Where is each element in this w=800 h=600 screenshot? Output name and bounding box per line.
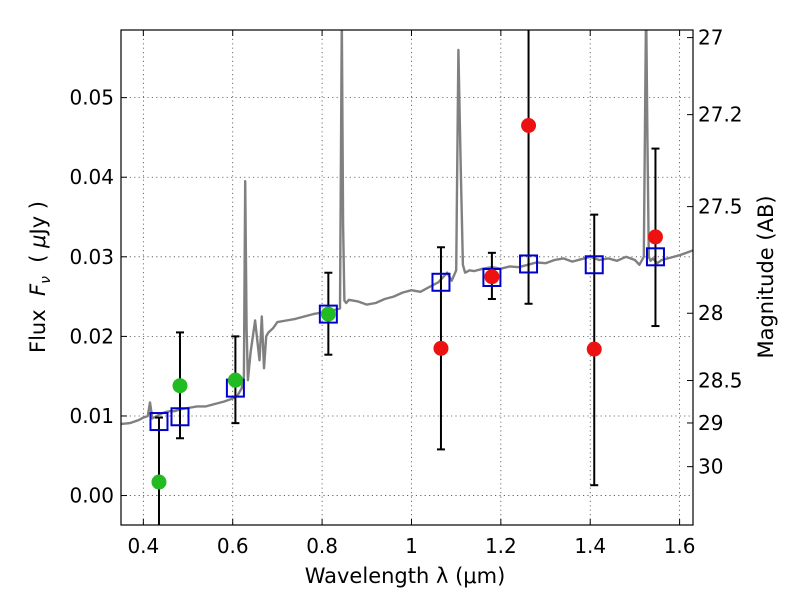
model-square-marker [645,247,665,267]
spectrum-layer [121,30,693,426]
x-tick-label: 1.4 [574,534,606,558]
y2-tick-label: 27.2 [698,103,743,127]
x-axis-label: Wavelength λ (μm) [305,564,506,588]
y-tick-label: 0.03 [69,245,114,269]
x-tick-label: 0.4 [127,534,159,558]
marker-layer [149,117,665,490]
green-data-point [172,378,188,394]
spectrum-line [121,30,693,426]
model-square-marker [519,254,539,274]
model-square-marker [482,268,502,287]
model-square-marker [431,272,451,292]
x-tick-label: 0.6 [217,534,249,558]
green-data-point [320,306,336,322]
ticks [121,30,693,525]
x-tick-label: 0.8 [306,534,338,558]
model-square-marker [149,412,169,432]
y2-tick-label: 27 [698,26,723,50]
red-data-point [484,269,500,285]
x-tick-label: 1.2 [485,534,517,558]
model-square-marker [170,407,190,427]
y-axis-label: Flux Fν ( μJy ) [26,201,54,353]
red-data-point [521,117,537,133]
red-data-point [647,229,663,245]
y2-axis-label: Magnitude (AB) [754,195,778,358]
tick-labels: 0.4 0.6 0.8 1 1.2 1.4 1.6 0.00 0.01 0.02 0.03 0.04 0… [69,26,742,558]
y-tick-label: 0.02 [69,324,114,348]
y2-tick-label: 28 [698,301,723,325]
y2-tick-label: 27.5 [698,195,743,219]
x-tick-label: 1.6 [664,534,696,558]
y-tick-label: 0.01 [69,404,114,428]
grid [121,30,693,525]
plot-frame [120,29,694,526]
y2-tick-label: 29 [698,411,723,435]
y2-tick-label: 30 [698,455,723,479]
y2-tick-label: 28.5 [698,369,743,393]
y-tick-label: 0.05 [69,86,114,110]
y-tick-label: 0.00 [69,484,114,508]
x-tick-label: 1 [405,534,418,558]
model-square-marker [318,304,338,324]
y-tick-label: 0.04 [69,165,114,189]
model-square-marker [584,255,604,275]
red-data-point [433,340,449,356]
green-data-point [227,372,243,388]
red-data-point [586,341,602,357]
green-data-point [151,474,167,490]
